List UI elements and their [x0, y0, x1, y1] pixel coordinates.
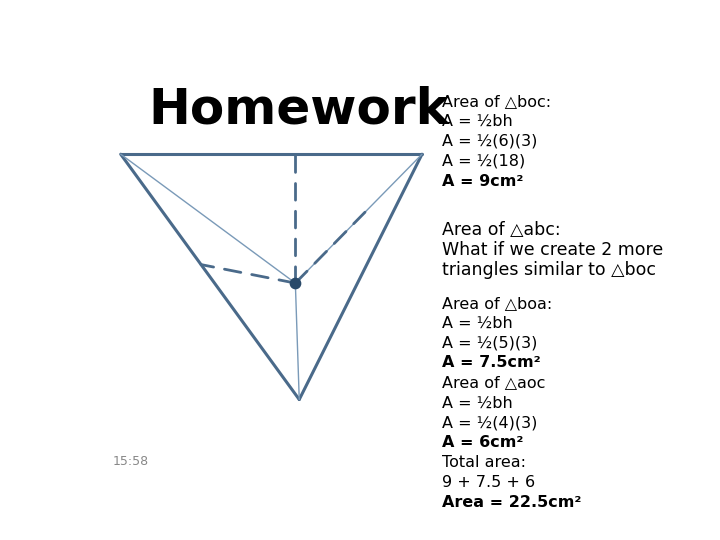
Text: Area of △boc:: Area of △boc: [441, 94, 551, 109]
Text: triangles similar to △boc: triangles similar to △boc [441, 261, 655, 279]
Text: Area of △abc:: Area of △abc: [441, 221, 560, 239]
Text: A = ½(5)(3): A = ½(5)(3) [441, 335, 537, 350]
Text: A = ½bh: A = ½bh [441, 315, 513, 330]
Point [289, 279, 301, 287]
Text: 9 + 7.5 + 6: 9 + 7.5 + 6 [441, 475, 535, 490]
Text: A = 7.5cm²: A = 7.5cm² [441, 355, 540, 370]
Text: A = ½bh: A = ½bh [441, 395, 513, 410]
Text: Area of △aoc: Area of △aoc [441, 375, 545, 390]
Text: 15:58: 15:58 [112, 455, 148, 468]
Text: A = ½(6)(3): A = ½(6)(3) [441, 134, 537, 149]
Text: Homework: Homework [149, 85, 450, 133]
Text: A = 6cm²: A = 6cm² [441, 435, 523, 450]
Text: A = ½bh: A = ½bh [441, 114, 513, 129]
Text: What if we create 2 more: What if we create 2 more [441, 241, 663, 259]
Text: A = ½(18): A = ½(18) [441, 154, 525, 169]
Text: Area = 22.5cm²: Area = 22.5cm² [441, 495, 581, 510]
Text: Area of △boa:: Area of △boa: [441, 295, 552, 310]
Text: A = ½(4)(3): A = ½(4)(3) [441, 415, 537, 430]
Text: Total area:: Total area: [441, 455, 526, 470]
Text: A = 9cm²: A = 9cm² [441, 174, 523, 189]
